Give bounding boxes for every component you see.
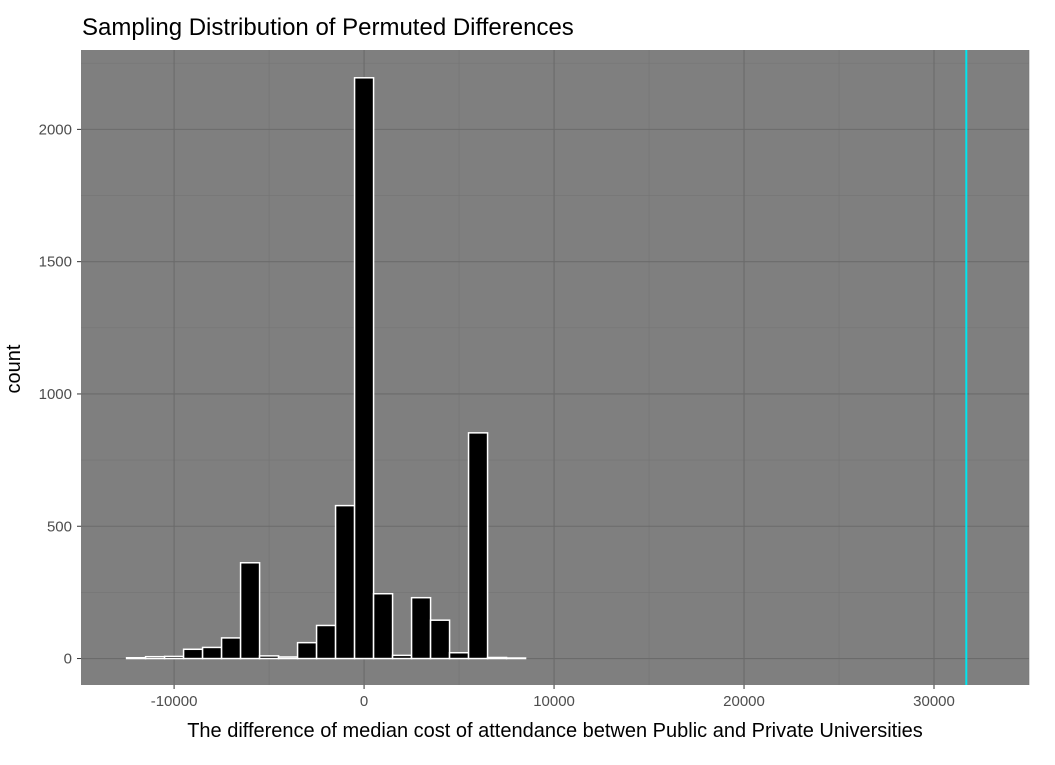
histogram-bar — [239, 562, 261, 660]
x-tick-label: 20000 — [723, 693, 765, 710]
y-tick-label: 0 — [64, 651, 72, 668]
y-tick-label: 2000 — [39, 121, 72, 138]
y-axis-title: count — [3, 344, 25, 393]
x-tick-label: 30000 — [913, 693, 955, 710]
histogram-bar — [505, 657, 527, 660]
histogram-bar — [277, 656, 299, 660]
plot-panel — [81, 50, 1029, 685]
y-tick-label: 1500 — [39, 254, 72, 271]
y-axis-ticks: 0 500 1000 1500 2000 — [39, 121, 81, 668]
histogram-bar — [258, 655, 280, 660]
chart-title: Sampling Distribution of Permuted Differ… — [82, 14, 574, 41]
histogram-bars — [125, 77, 527, 660]
histogram-bar — [334, 504, 356, 660]
x-tick-label: 0 — [360, 693, 368, 710]
histogram-bar — [315, 624, 337, 660]
histogram-bar — [201, 646, 223, 660]
x-tick-label: -10000 — [151, 693, 198, 710]
histogram-bar — [448, 651, 470, 660]
y-tick-label: 500 — [47, 518, 72, 535]
histogram-bar — [429, 619, 451, 660]
x-axis-ticks: -10000 0 10000 20000 30000 — [151, 685, 955, 710]
histogram-bar — [296, 641, 318, 660]
x-tick-label: 10000 — [533, 693, 575, 710]
histogram-bar — [486, 656, 508, 660]
histogram-bar — [467, 432, 489, 660]
histogram-bar — [220, 637, 242, 660]
histogram-bar — [410, 596, 432, 660]
x-axis-title: The difference of median cost of attenda… — [187, 720, 923, 742]
histogram-bar — [163, 655, 185, 660]
histogram-bar — [182, 648, 204, 660]
histogram-bar — [353, 77, 375, 660]
histogram-bar — [372, 592, 394, 660]
histogram-bar — [144, 655, 166, 660]
grid-minor-lines — [81, 50, 1030, 685]
histogram-bar — [391, 654, 413, 660]
y-tick-label: 1000 — [39, 386, 72, 403]
histogram-bar — [125, 656, 147, 660]
